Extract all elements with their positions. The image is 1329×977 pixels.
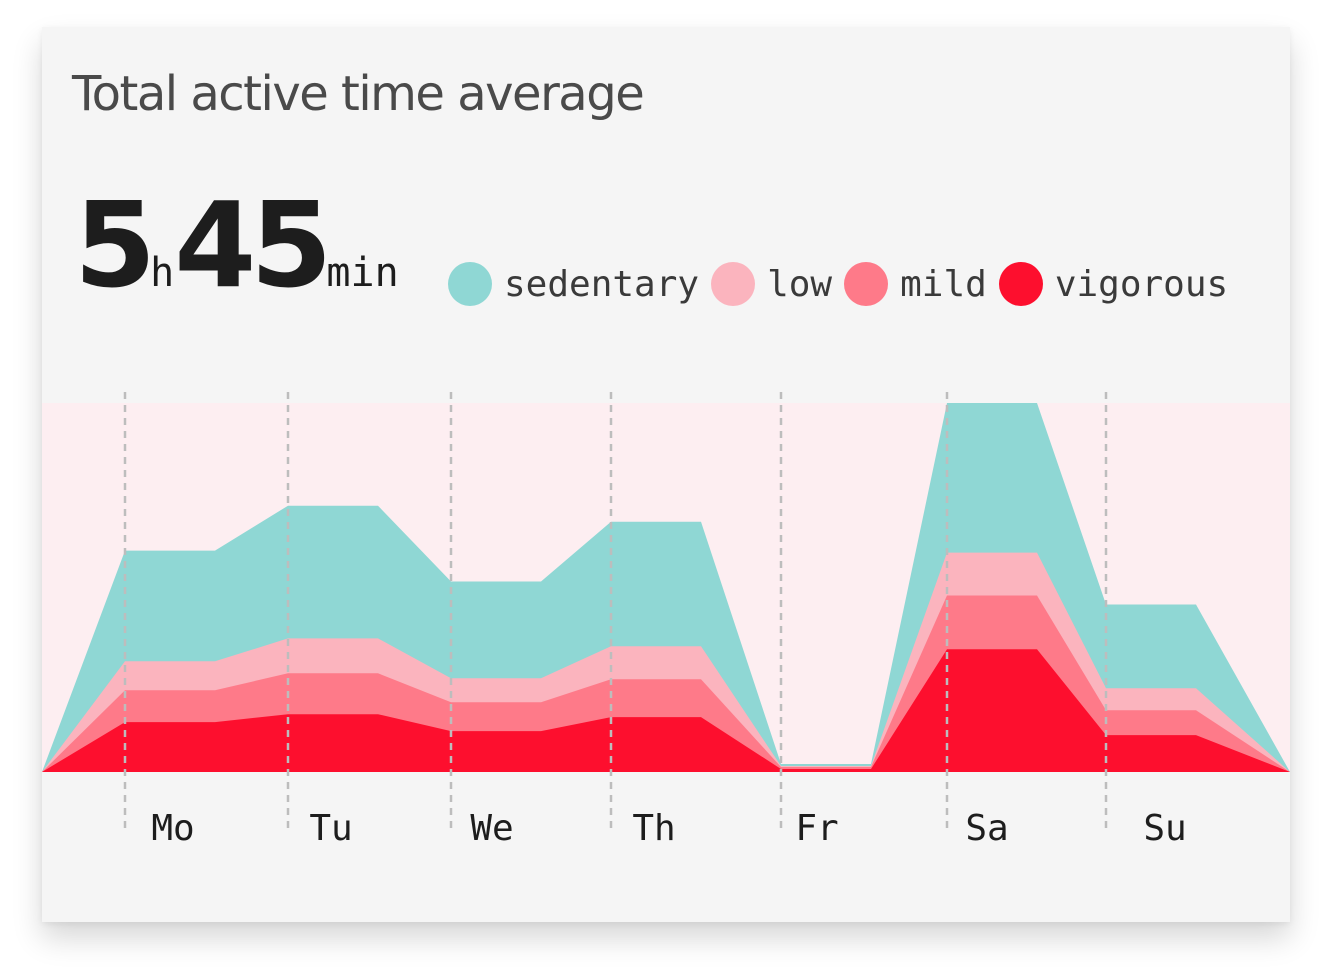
legend-label: mild [900,263,987,305]
sedentary-dot-icon [448,262,492,306]
low-dot-icon [711,262,756,306]
minutes-unit: min [326,250,399,296]
x-tick-label: Tu [309,808,352,849]
legend-item-low: low [711,262,832,306]
total-hours: 5 [74,176,156,314]
legend-label: low [767,263,833,305]
x-tick-label: Su [1143,808,1186,849]
legend-item-sedentary: sedentary [448,262,699,306]
x-tick-label: Th [632,808,675,849]
area-series-vigorous [42,649,1290,772]
chart-legend: sedentary low mild vigorous [448,259,1240,309]
total-minutes: 45 [174,176,332,314]
legend-label: sedentary [504,263,700,305]
mild-dot-icon [844,262,889,306]
legend-item-mild: mild [844,262,987,306]
x-tick-label: Sa [965,808,1008,849]
legend-item-vigorous: vigorous [998,262,1229,306]
total-time: 5h45min [74,186,399,304]
legend-label: vigorous [1054,263,1229,305]
hours-unit: h [150,250,175,296]
x-tick-label: Mo [151,808,194,849]
x-tick-label: Fr [795,808,838,849]
card-title: Total active time average [72,66,645,122]
vigorous-dot-icon [998,262,1043,306]
x-tick-label: We [470,808,513,849]
